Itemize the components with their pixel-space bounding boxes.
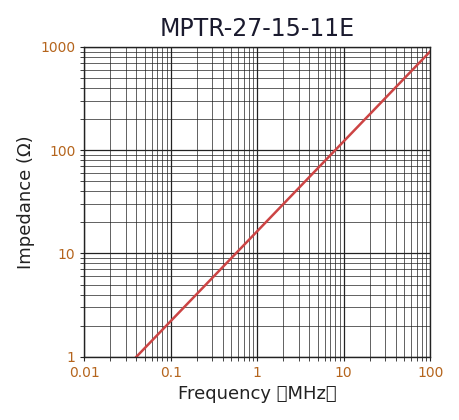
X-axis label: Frequency （MHz）: Frequency （MHz）: [178, 385, 336, 403]
Title: MPTR-27-15-11E: MPTR-27-15-11E: [159, 17, 354, 41]
Y-axis label: Impedance (Ω): Impedance (Ω): [17, 135, 34, 268]
